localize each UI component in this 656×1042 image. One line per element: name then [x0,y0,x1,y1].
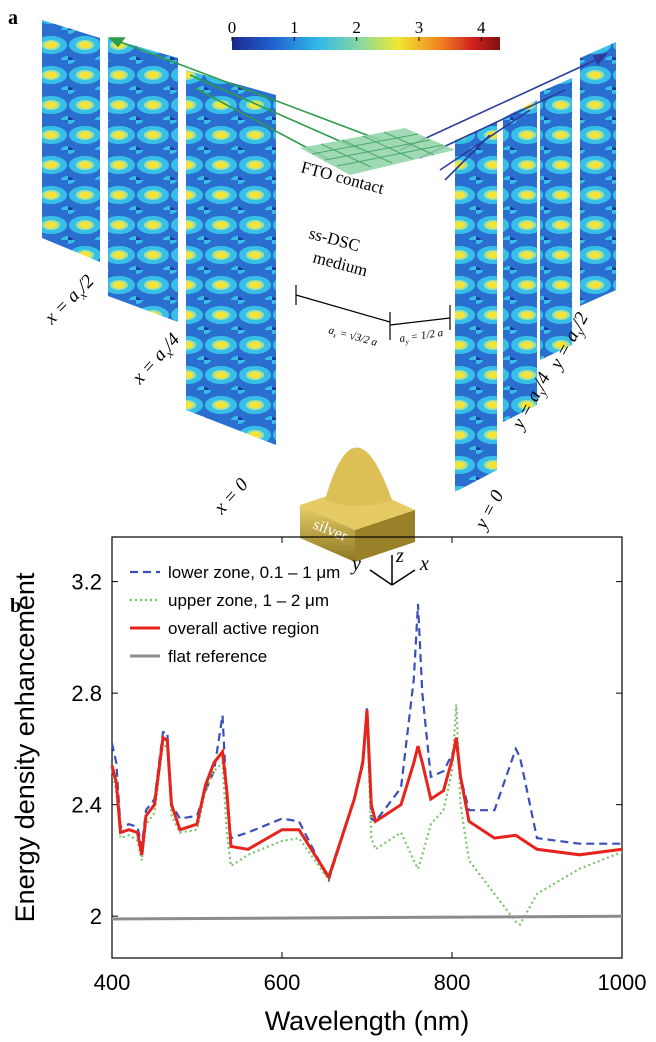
label-part: = √3/2 a [336,327,379,349]
x-tick-label: 1000 [598,970,647,995]
medium-label: medium [311,248,370,281]
period-label: ax = √3/2 a [327,324,379,350]
legend-label: flat reference [168,647,267,666]
field-slice [42,20,100,262]
x-axis-label: Wavelength (nm) [265,1006,470,1036]
y-tick-label: 3.2 [71,570,102,595]
y-tick-label: 2 [90,904,102,929]
colorbar-tick-label: 0 [228,18,237,37]
legend-label: lower zone, 0.1 – 1 μm [168,563,340,582]
axis-letter: x [419,553,429,575]
label-part: y = 0 [470,487,509,535]
y-axis-label: Energy density enhancement [10,572,40,922]
field-slice [108,38,178,322]
slice-label: x = ax/2 [40,271,101,332]
y-tick-label: 2.4 [71,793,102,818]
coordinate-axes [370,555,415,585]
slice-label: x = ax/4 [127,329,186,391]
colorbar [232,37,500,50]
panel-label: a [8,7,18,29]
legend-label: overall active region [168,619,319,638]
label-part: x = 0 [209,474,253,519]
x-tick-label: 600 [264,970,301,995]
label-part: = 1/2 a [407,327,444,344]
x-tick-label: 400 [94,970,131,995]
field-slice [186,70,276,445]
y-tick-label: 2.8 [71,681,102,706]
field-slice [503,100,537,422]
figure: ab01234FTO contactss-DSCmediumx = ax/2x … [0,0,656,1042]
period-label: ay = 1/2 a [399,327,445,347]
series-line [112,710,622,877]
axis-letter: z [395,545,404,567]
field-slice [580,42,616,306]
legend-label: upper zone, 1 – 2 μm [168,591,329,610]
slice-label: y = 0 [470,487,509,535]
field-slice [455,122,497,492]
axis-letter: y [350,553,361,575]
series-line [112,916,622,919]
field-slice [540,78,572,360]
x-tick-label: 800 [434,970,471,995]
colorbar-tick-label: 2 [352,18,361,37]
colorbar-tick-label: 1 [290,18,299,37]
colorbar-tick-label: 4 [477,18,486,37]
colorbar-tick-label: 3 [415,18,424,37]
panel-a-illustration [42,20,616,585]
slice-label: x = 0 [209,474,253,519]
